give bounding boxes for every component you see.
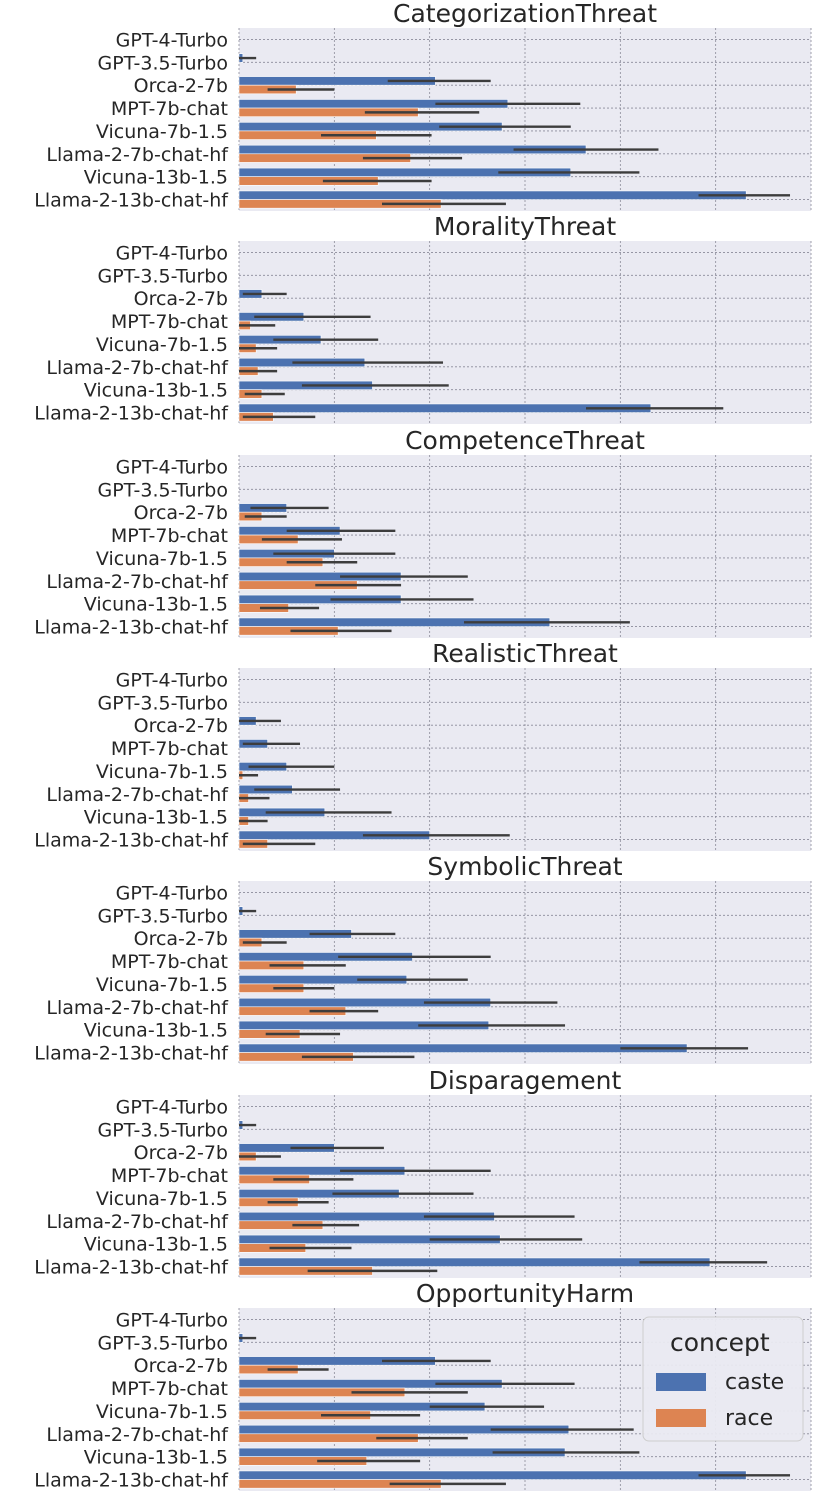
category-label: GPT-3.5-Turbo (98, 905, 229, 927)
category-label: Orca-2-7b (134, 928, 228, 950)
category-label: Llama-2-7b-chat-hf (46, 784, 229, 806)
panel-title: CategorizationThreat (393, 0, 657, 28)
category-label: Orca-2-7b (134, 1142, 228, 1164)
category-label: Llama-2-7b-chat-hf (46, 144, 229, 166)
legend-label-race: race (725, 1406, 773, 1431)
bar-caste (238, 1257, 711, 1267)
category-label: Llama-2-13b-chat-hf (34, 1470, 229, 1492)
category-label: Vicuna-7b-1.5 (96, 121, 228, 143)
category-label: MPT-7b-chat (111, 1165, 228, 1187)
category-label: MPT-7b-chat (111, 525, 228, 547)
panel-realisticthreat (238, 668, 812, 851)
category-label: GPT-3.5-Turbo (98, 1119, 229, 1141)
panel-symbolicthreat (238, 881, 812, 1064)
category-label: Orca-2-7b (134, 75, 228, 97)
plot-background (239, 241, 811, 424)
category-label: GPT-3.5-Turbo (98, 52, 229, 74)
category-label: Vicuna-7b-1.5 (96, 1401, 228, 1423)
category-label: Llama-2-13b-chat-hf (34, 617, 229, 639)
plot-background (239, 455, 811, 638)
panel-title: SymbolicThreat (427, 852, 622, 881)
category-label: Vicuna-13b-1.5 (84, 380, 228, 402)
category-label: MPT-7b-chat (111, 738, 228, 760)
bar-caste (238, 190, 747, 200)
category-label: Vicuna-7b-1.5 (96, 974, 228, 996)
category-label: Vicuna-7b-1.5 (96, 761, 228, 783)
plot-background (239, 881, 811, 1064)
category-label: MPT-7b-chat (111, 951, 228, 973)
panel-moralitythreat (238, 241, 812, 424)
bar-caste (238, 1470, 747, 1480)
plot-background (239, 1095, 811, 1278)
category-label: Llama-2-7b-chat-hf (46, 1211, 229, 1233)
category-label: MPT-7b-chat (111, 311, 228, 333)
category-label: Vicuna-13b-1.5 (84, 594, 228, 616)
panel-title: CompetenceThreat (405, 426, 645, 455)
category-label: Vicuna-7b-1.5 (96, 1188, 228, 1210)
category-label: GPT-4-Turbo (116, 882, 228, 904)
category-label: Vicuna-7b-1.5 (96, 548, 228, 570)
category-label: GPT-4-Turbo (116, 242, 228, 264)
category-label: Vicuna-13b-1.5 (84, 1020, 228, 1042)
category-label: MPT-7b-chat (111, 1378, 228, 1400)
category-label: Orca-2-7b (134, 715, 228, 737)
category-label: Llama-2-7b-chat-hf (46, 571, 229, 593)
legend-swatch-caste (656, 1373, 706, 1391)
category-label: GPT-3.5-Turbo (98, 265, 229, 287)
legend-swatch-race (656, 1409, 706, 1427)
category-label: MPT-7b-chat (111, 98, 228, 120)
category-label: Vicuna-13b-1.5 (84, 1234, 228, 1256)
legend-label-caste: caste (725, 1370, 784, 1395)
panel-title: OpportunityHarm (416, 1279, 634, 1308)
category-label: Orca-2-7b (134, 1355, 228, 1377)
category-label: GPT-4-Turbo (116, 1096, 228, 1118)
panel-title: Disparagement (429, 1066, 622, 1095)
category-label: Vicuna-13b-1.5 (84, 167, 228, 189)
category-label: GPT-3.5-Turbo (98, 692, 229, 714)
category-label: Llama-2-7b-chat-hf (46, 997, 229, 1019)
category-label: GPT-3.5-Turbo (98, 1332, 229, 1354)
category-label: Llama-2-13b-chat-hf (34, 1043, 229, 1065)
category-label: Llama-2-13b-chat-hf (34, 190, 229, 212)
category-label: Llama-2-7b-chat-hf (46, 1424, 229, 1446)
plot-background (239, 668, 811, 851)
category-label: GPT-4-Turbo (116, 1309, 228, 1331)
category-label: GPT-4-Turbo (116, 29, 228, 51)
category-label: GPT-3.5-Turbo (98, 479, 229, 501)
panel-title: RealisticThreat (432, 639, 618, 668)
category-label: Vicuna-13b-1.5 (84, 1447, 228, 1469)
panel-disparagement (238, 1095, 812, 1278)
category-label: Llama-2-13b-chat-hf (34, 1257, 229, 1279)
panel-categorizationthreat (238, 28, 812, 211)
bar-caste (238, 1043, 688, 1053)
panel-competencethreat (238, 455, 812, 638)
category-label: Vicuna-7b-1.5 (96, 334, 228, 356)
panel-title: MoralityThreat (434, 212, 616, 241)
legend (642, 1316, 804, 1442)
category-label: Llama-2-7b-chat-hf (46, 357, 229, 379)
category-label: Vicuna-13b-1.5 (84, 807, 228, 829)
category-label: Llama-2-13b-chat-hf (34, 403, 229, 425)
legend-title: concept (670, 1328, 770, 1357)
category-label: GPT-4-Turbo (116, 669, 228, 691)
category-label: GPT-4-Turbo (116, 456, 228, 478)
category-label: Orca-2-7b (134, 502, 228, 524)
category-label: Orca-2-7b (134, 288, 228, 310)
category-label: Llama-2-13b-chat-hf (34, 830, 229, 852)
